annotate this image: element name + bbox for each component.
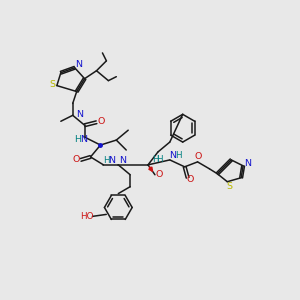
Text: O: O [195,152,202,161]
Text: N: N [169,152,176,160]
Text: N: N [108,156,115,165]
Text: H: H [103,156,110,165]
Text: O: O [155,170,163,179]
Text: N: N [244,159,252,168]
Text: O: O [72,155,80,164]
Text: N: N [75,60,82,69]
Text: O: O [187,175,194,184]
Text: S: S [49,80,55,89]
Text: H: H [152,155,158,164]
Text: N: N [80,135,87,144]
Text: S: S [226,182,232,191]
Text: H: H [74,135,81,144]
Text: N: N [76,110,83,119]
Text: H: H [176,152,182,160]
Text: HO: HO [80,212,93,221]
Text: N: N [119,156,126,165]
Text: H: H [157,155,163,164]
Text: O: O [98,117,105,126]
